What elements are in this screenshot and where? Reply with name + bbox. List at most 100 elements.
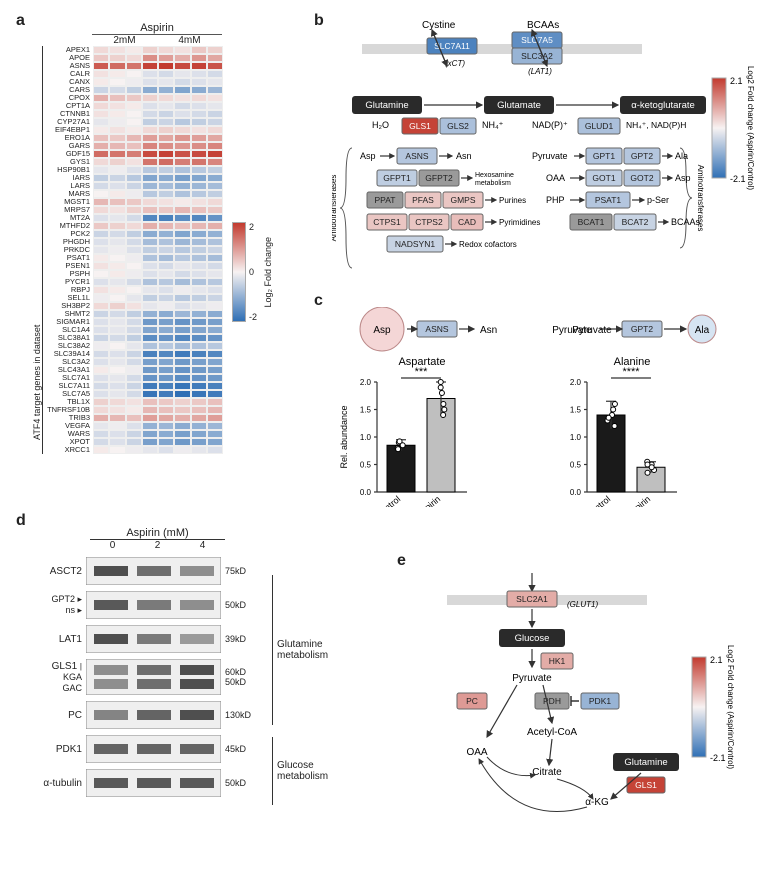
heatmap-cell <box>126 246 142 254</box>
panel-label-e: e <box>397 552 406 570</box>
d-dose-1: 2 <box>135 540 180 551</box>
heatmap-cell <box>174 190 190 198</box>
heatmap-cell <box>142 326 158 334</box>
heatmap-cell <box>158 46 174 54</box>
heatmap-cell <box>142 190 158 198</box>
heatmap-cell <box>93 54 109 62</box>
heatmap-cell <box>207 166 223 174</box>
svg-text:0.0: 0.0 <box>570 488 582 497</box>
heatmap-cell <box>191 238 207 246</box>
heatmap-cell <box>93 142 109 150</box>
svg-text:Aspirin: Aspirin <box>415 494 443 507</box>
heatmap-cell <box>191 86 207 94</box>
enzyme-label: GFPT2 <box>425 173 453 183</box>
heatmap-cell <box>158 86 174 94</box>
heatmap-cell <box>207 374 223 382</box>
heatmap-cell <box>191 158 207 166</box>
svg-text:Ala: Ala <box>675 151 688 161</box>
heatmap-cell <box>207 254 223 262</box>
heatmap-cell <box>174 134 190 142</box>
heatmap-cell <box>142 126 158 134</box>
wb-label: GPT2 ▸ns ▸ <box>32 594 86 616</box>
svg-text:Acetyl-CoA: Acetyl-CoA <box>527 727 577 738</box>
heatmap-cell <box>109 326 125 334</box>
panel-label-c: c <box>314 292 323 310</box>
svg-text:Pyruvate: Pyruvate <box>532 151 568 161</box>
heatmap-cell <box>126 222 142 230</box>
heatmap-cell <box>207 142 223 150</box>
heatmap-cell <box>109 46 125 54</box>
heatmap-cell <box>191 438 207 446</box>
heatmap-cell <box>93 270 109 278</box>
heatmap-cell <box>191 318 207 326</box>
enzyme-label: PFAS <box>412 195 434 205</box>
heatmap-cell <box>109 134 125 142</box>
heatmap-cell <box>191 166 207 174</box>
heatmap-cell <box>158 166 174 174</box>
heatmap-cell <box>207 350 223 358</box>
heatmap-cell <box>93 438 109 446</box>
heatmap-cell <box>126 190 142 198</box>
heatmap-cell <box>93 150 109 158</box>
enzyme-label: HK1 <box>549 656 566 666</box>
heatmap-cell <box>142 230 158 238</box>
enzyme-label: CAD <box>458 217 476 227</box>
heatmap-cell <box>126 310 142 318</box>
heatmap-cell <box>158 54 174 62</box>
heatmap-cell <box>191 142 207 150</box>
heatmap-cell <box>142 150 158 158</box>
svg-text:OAA: OAA <box>546 173 565 183</box>
heatmap-cell <box>158 390 174 398</box>
heatmap-cell <box>93 390 109 398</box>
enzyme-label: GFPT1 <box>383 173 411 183</box>
panel-e: SLC2A1(GLUT1)GlucoseHK1PyruvatePCPDHPDK1… <box>417 567 757 880</box>
heatmap-cell <box>191 94 207 102</box>
heatmap-cell <box>142 382 158 390</box>
heatmap-cell <box>158 270 174 278</box>
heatmap-cell <box>191 214 207 222</box>
enzyme-label: GMPS <box>450 195 475 205</box>
heatmap-cell <box>158 158 174 166</box>
heatmap-cell <box>93 422 109 430</box>
heatmap-cell <box>207 126 223 134</box>
heatmap-cell <box>93 334 109 342</box>
heatmap-cell <box>126 134 142 142</box>
b-amido-label: Amidotransferases <box>332 175 338 242</box>
heatmap-cell <box>142 246 158 254</box>
heatmap-cell <box>109 86 125 94</box>
heatmap-cell <box>126 118 142 126</box>
panel-a-title: Aspirin <box>92 22 222 34</box>
heatmap-cell <box>93 198 109 206</box>
heatmap-cell <box>191 110 207 118</box>
heatmap-cell <box>191 366 207 374</box>
heatmap-cell <box>191 326 207 334</box>
heatmap-cell <box>158 382 174 390</box>
svg-text:Glutamine: Glutamine <box>624 757 667 768</box>
heatmap-cell <box>93 62 109 70</box>
heatmap-cell <box>93 174 109 182</box>
svg-text:Asp: Asp <box>675 173 691 183</box>
svg-text:BCAAs: BCAAs <box>671 217 701 227</box>
heatmap-cell <box>142 222 158 230</box>
heatmap-cell <box>142 46 158 54</box>
heatmap-cell <box>142 254 158 262</box>
heatmap-cell <box>93 318 109 326</box>
svg-text:****: **** <box>622 366 640 378</box>
heatmap-cell <box>126 350 142 358</box>
heatmap-cell <box>174 326 190 334</box>
heatmap-cell <box>191 406 207 414</box>
heatmap-cell <box>109 118 125 126</box>
membrane-bar <box>362 44 642 54</box>
heatmap-cell <box>142 174 158 182</box>
heatmap-cell <box>174 446 190 454</box>
enzyme-label: GPT2 <box>631 151 653 161</box>
heatmap-cell <box>126 182 142 190</box>
heatmap-cell <box>126 294 142 302</box>
heatmap-cell <box>93 406 109 414</box>
heatmap-cell <box>93 310 109 318</box>
heatmap-cell <box>158 278 174 286</box>
heatmap-cell <box>174 334 190 342</box>
heatmap-cell <box>174 126 190 134</box>
heatmap-cell <box>93 398 109 406</box>
heatmap-cell <box>109 358 125 366</box>
